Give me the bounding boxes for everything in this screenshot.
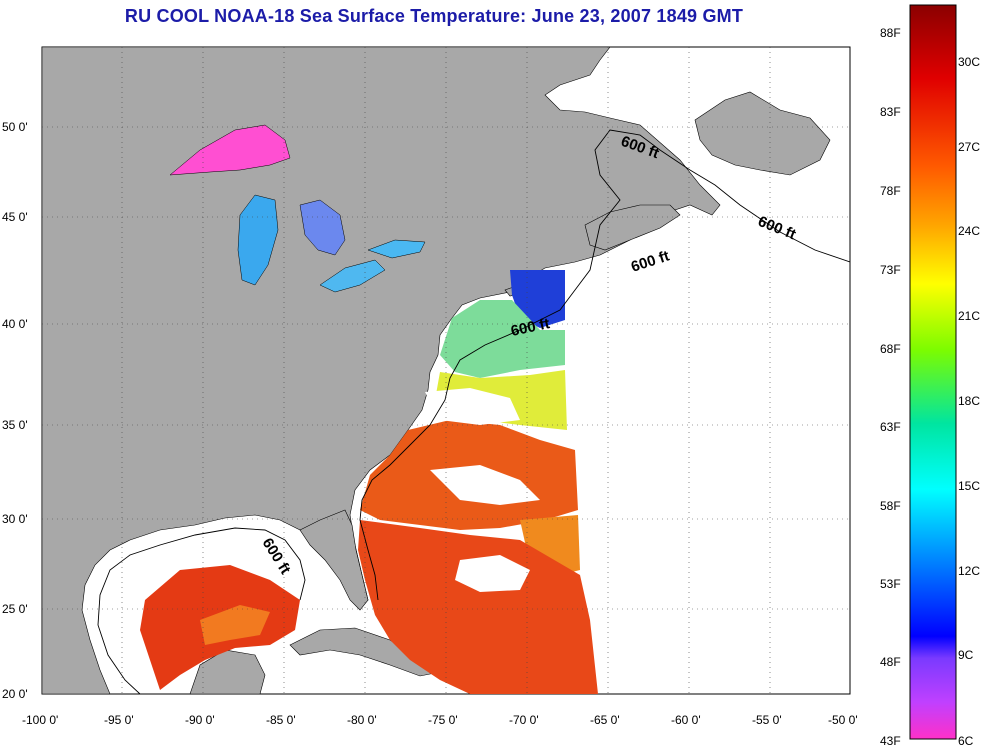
- land-newfoundland: [694, 91, 831, 176]
- colorbar-f-label: 83F: [880, 105, 901, 119]
- colorbar-f-label: 78F: [880, 184, 901, 198]
- cloud-gap-3: [455, 555, 530, 592]
- sst-mid-atlantic-cool: [440, 300, 565, 378]
- colorbar-gradient: [909, 4, 957, 740]
- land-nova-scotia: [584, 204, 681, 251]
- colorbar-f-label: 88F: [880, 26, 901, 40]
- contour-600ft-gulf: [97, 527, 306, 694]
- colorbar-f-label: 58F: [880, 499, 901, 513]
- lake-superior-sst: [169, 124, 291, 176]
- colorbar-f-label: 73F: [880, 263, 901, 277]
- lon-tick-label: -100 0': [22, 713, 58, 727]
- lon-tick-label: -90 0': [185, 713, 215, 727]
- colorbar-f-label: 53F: [880, 577, 901, 591]
- colorbar-c-label: 24C: [958, 224, 980, 238]
- map-title: RU COOL NOAA-18 Sea Surface Temperature:…: [124, 6, 744, 26]
- lat-tick-label: 45 0': [2, 210, 28, 224]
- lon-tick-label: -85 0': [266, 713, 296, 727]
- lake-erie-sst: [319, 259, 386, 293]
- lat-tick-label: 20 0': [2, 687, 28, 701]
- lat-tick-label: 25 0': [2, 602, 28, 616]
- lon-ticks: -100 0' -95 0' -90 0' -85 0' -80 0' -75 …: [22, 713, 858, 727]
- colorbar-celsius-labels: 30C 27C 24C 21C 18C 15C 12C 9C 6C: [958, 55, 980, 748]
- colorbar-c-label: 12C: [958, 564, 980, 578]
- sst-gulf-coastal-orange: [200, 605, 270, 645]
- colorbar-fahrenheit-labels: 88F 83F 78F 73F 68F 63F 58F 53F 48F 43F: [880, 26, 901, 748]
- cloud-gap-2: [430, 465, 540, 505]
- colorbar-f-label: 48F: [880, 655, 901, 669]
- lon-tick-label: -55 0': [752, 713, 782, 727]
- lat-tick-label: 40 0': [2, 317, 28, 331]
- lat-tick-label: 35 0': [2, 418, 28, 432]
- cloud-gap-1: [425, 388, 520, 425]
- lon-tick-label: -60 0': [671, 713, 701, 727]
- lat-tick-label: 30 0': [2, 512, 28, 526]
- lake-huron-sst: [299, 199, 346, 256]
- land-north-america: [42, 47, 721, 694]
- colorbar-f-label: 43F: [880, 734, 901, 748]
- sst-south-atlantic-warm: [358, 520, 598, 694]
- colorbar-c-label: 15C: [958, 479, 980, 493]
- lon-tick-label: -75 0': [428, 713, 458, 727]
- lon-tick-label: -65 0': [590, 713, 620, 727]
- lake-ontario-sst: [367, 239, 426, 259]
- colorbar-c-label: 6C: [958, 734, 974, 748]
- lon-tick-label: -95 0': [104, 713, 134, 727]
- colorbar-c-label: 18C: [958, 394, 980, 408]
- colorbar-c-label: 27C: [958, 140, 980, 154]
- lat-ticks: 50 0' 45 0' 40 0' 35 0' 30 0' 25 0' 20 0…: [2, 120, 28, 701]
- colorbar-c-label: 21C: [958, 309, 980, 323]
- lat-tick-label: 50 0': [2, 120, 28, 134]
- lon-tick-label: -50 0': [828, 713, 858, 727]
- contour-600ft-atlantic: [359, 129, 850, 601]
- colorbar-c-label: 9C: [958, 648, 974, 662]
- land-yucatan: [189, 649, 266, 694]
- lon-tick-label: -80 0': [347, 713, 377, 727]
- colorbar-c-label: 30C: [958, 55, 980, 69]
- lake-michigan-sst: [237, 194, 279, 286]
- colorbar-f-label: 68F: [880, 342, 901, 356]
- land-florida: [299, 509, 369, 611]
- colorbar-f-label: 63F: [880, 420, 901, 434]
- lon-tick-label: -70 0': [509, 713, 539, 727]
